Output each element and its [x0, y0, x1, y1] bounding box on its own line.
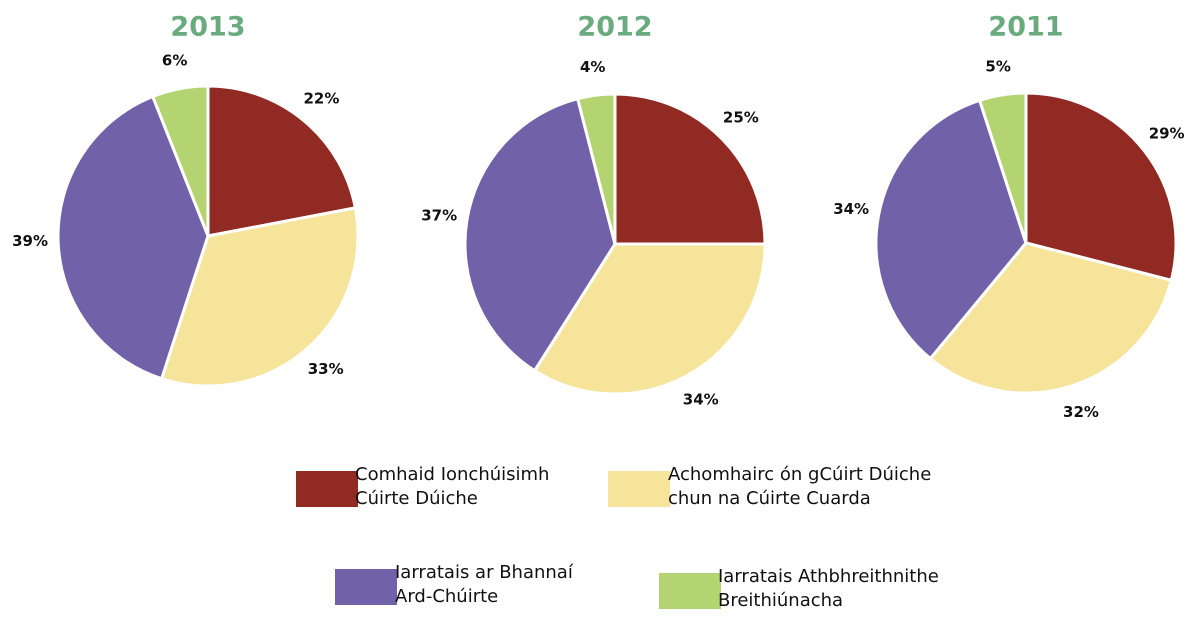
value-label: 22% — [304, 89, 340, 107]
pie-slice — [56, 94, 210, 381]
value-label: 6% — [162, 52, 187, 70]
pie-slice — [928, 241, 1174, 395]
chart-title: 2012 — [577, 12, 652, 43]
legend-swatch — [296, 471, 358, 507]
legend-swatch — [335, 569, 397, 605]
legend-label: Iarratais ar Bhannaí Ard-Chúirte — [395, 562, 573, 607]
value-label: 37% — [421, 207, 457, 225]
pie-slice — [463, 96, 617, 373]
chart-title: 2013 — [170, 12, 245, 43]
pie-slice — [159, 206, 360, 388]
chart-title: 2011 — [988, 12, 1063, 43]
pie-slice — [150, 84, 210, 237]
value-label: 33% — [308, 360, 344, 378]
pie-slice — [977, 91, 1028, 244]
legend-label: Iarratais Athbhreithnithe Breithiúnacha — [718, 566, 939, 611]
pie-slice — [874, 98, 1028, 361]
value-label: 34% — [683, 390, 719, 408]
pie-slice — [575, 92, 617, 245]
legend-label: Comhaid Ionchúisimh Cúirte Dúiche — [355, 464, 550, 509]
legend-swatch — [659, 573, 721, 609]
legend-swatch — [608, 471, 670, 507]
pie-slice — [613, 92, 767, 246]
value-label: 25% — [723, 109, 759, 127]
pie-slice — [1024, 91, 1178, 283]
value-label: 5% — [985, 58, 1010, 76]
legend-label: Achomhairc ón gCúirt Dúiche chun na Cúir… — [668, 464, 932, 509]
pie-slice — [206, 84, 358, 238]
value-label: 39% — [12, 232, 48, 250]
value-label: 34% — [833, 200, 869, 218]
value-label: 4% — [580, 58, 605, 76]
value-label: 29% — [1149, 124, 1185, 142]
value-label: 32% — [1063, 403, 1099, 421]
